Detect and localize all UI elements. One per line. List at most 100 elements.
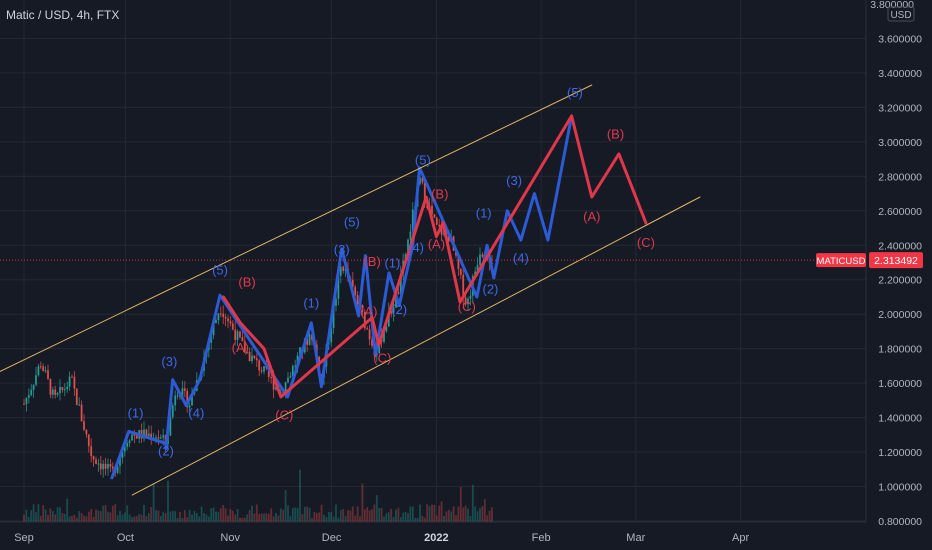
volume-bar — [123, 512, 126, 522]
candle-body — [356, 295, 359, 305]
candle-body — [251, 355, 253, 362]
volume-bar — [229, 509, 232, 522]
volume-bar — [315, 513, 318, 522]
candle-body — [107, 464, 109, 469]
series-channel-lower — [131, 196, 701, 496]
candle-body — [431, 205, 433, 215]
volume-bar — [433, 504, 436, 522]
volume-bar — [447, 509, 450, 522]
candle-body — [210, 335, 213, 343]
volume-bar — [80, 513, 83, 522]
candle-body — [294, 365, 297, 367]
volume-bar — [75, 517, 78, 522]
volume-bar — [275, 512, 277, 522]
volume-bar — [387, 512, 390, 522]
candle-body — [243, 341, 246, 353]
volume-bar — [263, 513, 265, 522]
candle-body — [83, 421, 85, 430]
volume-bar — [83, 515, 85, 522]
candle-body — [435, 217, 438, 225]
volume-bar — [30, 510, 33, 522]
volume-bar — [186, 517, 189, 522]
wave-label: (4) — [188, 406, 204, 421]
volume-bar — [476, 511, 479, 522]
volume-bar — [66, 498, 69, 522]
volume-bar — [330, 512, 333, 522]
volume-bar — [193, 511, 196, 522]
candle-body — [171, 405, 174, 417]
candle-body — [99, 463, 102, 470]
price-tick-label: 2.400000 — [878, 240, 922, 252]
wave-label: (1) — [476, 206, 492, 221]
candle-body — [222, 313, 225, 318]
candle-body — [399, 273, 402, 294]
wave-label: (C) — [275, 407, 293, 422]
volume-bar — [301, 514, 304, 522]
volume-bar — [435, 515, 438, 522]
candle-body — [30, 389, 33, 396]
volume-bar — [399, 517, 402, 522]
volume-bar — [469, 516, 472, 522]
candle-body — [291, 365, 294, 377]
wave-label: (2) — [391, 302, 407, 317]
volume-bar — [483, 499, 486, 522]
volume-bar — [287, 505, 289, 522]
volume-bar — [131, 517, 133, 522]
volume-bar — [354, 515, 357, 522]
volume-bar — [157, 510, 160, 522]
candle-body — [47, 370, 49, 379]
volume-bar — [42, 505, 45, 522]
candle-body — [155, 437, 157, 439]
volume-bar — [270, 508, 273, 522]
volume-bar — [426, 504, 429, 522]
price-tick-label: 1.600000 — [878, 378, 922, 390]
volume-bar — [164, 513, 167, 522]
volume-bar — [119, 510, 121, 522]
candle-body — [409, 231, 412, 240]
candle-body — [97, 463, 100, 465]
candle-body — [147, 433, 150, 437]
volume-bar — [277, 515, 280, 522]
time-tick-label: Apr — [732, 532, 749, 544]
volume-bar — [49, 508, 52, 522]
candle-body — [212, 323, 215, 336]
volume-bar — [56, 507, 59, 522]
volume-bar — [73, 514, 76, 522]
volume-bar — [462, 507, 465, 522]
price-tick-label: 2.200000 — [878, 275, 922, 287]
candle-body — [219, 313, 222, 315]
candle-body — [390, 310, 393, 314]
volume-bar — [253, 513, 256, 522]
volume-bar — [169, 511, 172, 522]
volume-bar — [457, 506, 460, 522]
volume-bar — [85, 516, 88, 522]
candle-body — [296, 355, 299, 366]
volume-bar — [248, 510, 251, 522]
candle-body — [121, 451, 124, 458]
volume-bar — [227, 515, 229, 522]
candle-body — [23, 403, 25, 405]
volume-bar — [198, 516, 201, 522]
wave-label: (C) — [458, 299, 476, 314]
price-tick-label: 3.200000 — [878, 102, 922, 114]
volume-bar — [126, 505, 129, 522]
volume-bar — [111, 505, 114, 522]
candle-body — [361, 304, 364, 312]
wave-label: (5) — [344, 214, 360, 229]
candle-body — [44, 370, 47, 372]
symbol-badge-label: MATICUSD — [817, 256, 866, 267]
candle-body — [371, 339, 373, 346]
volume-bar — [289, 516, 292, 522]
volume-bar — [167, 480, 169, 522]
volume-bar — [258, 513, 261, 522]
volume-bar — [59, 507, 61, 522]
volume-bar — [356, 506, 359, 522]
candle-body — [241, 337, 244, 342]
wave-label: (1) — [128, 406, 144, 421]
volume-bar — [97, 510, 100, 522]
volume-bar — [438, 505, 441, 522]
candle-body — [287, 377, 289, 383]
wave-label: (3) — [506, 173, 522, 188]
